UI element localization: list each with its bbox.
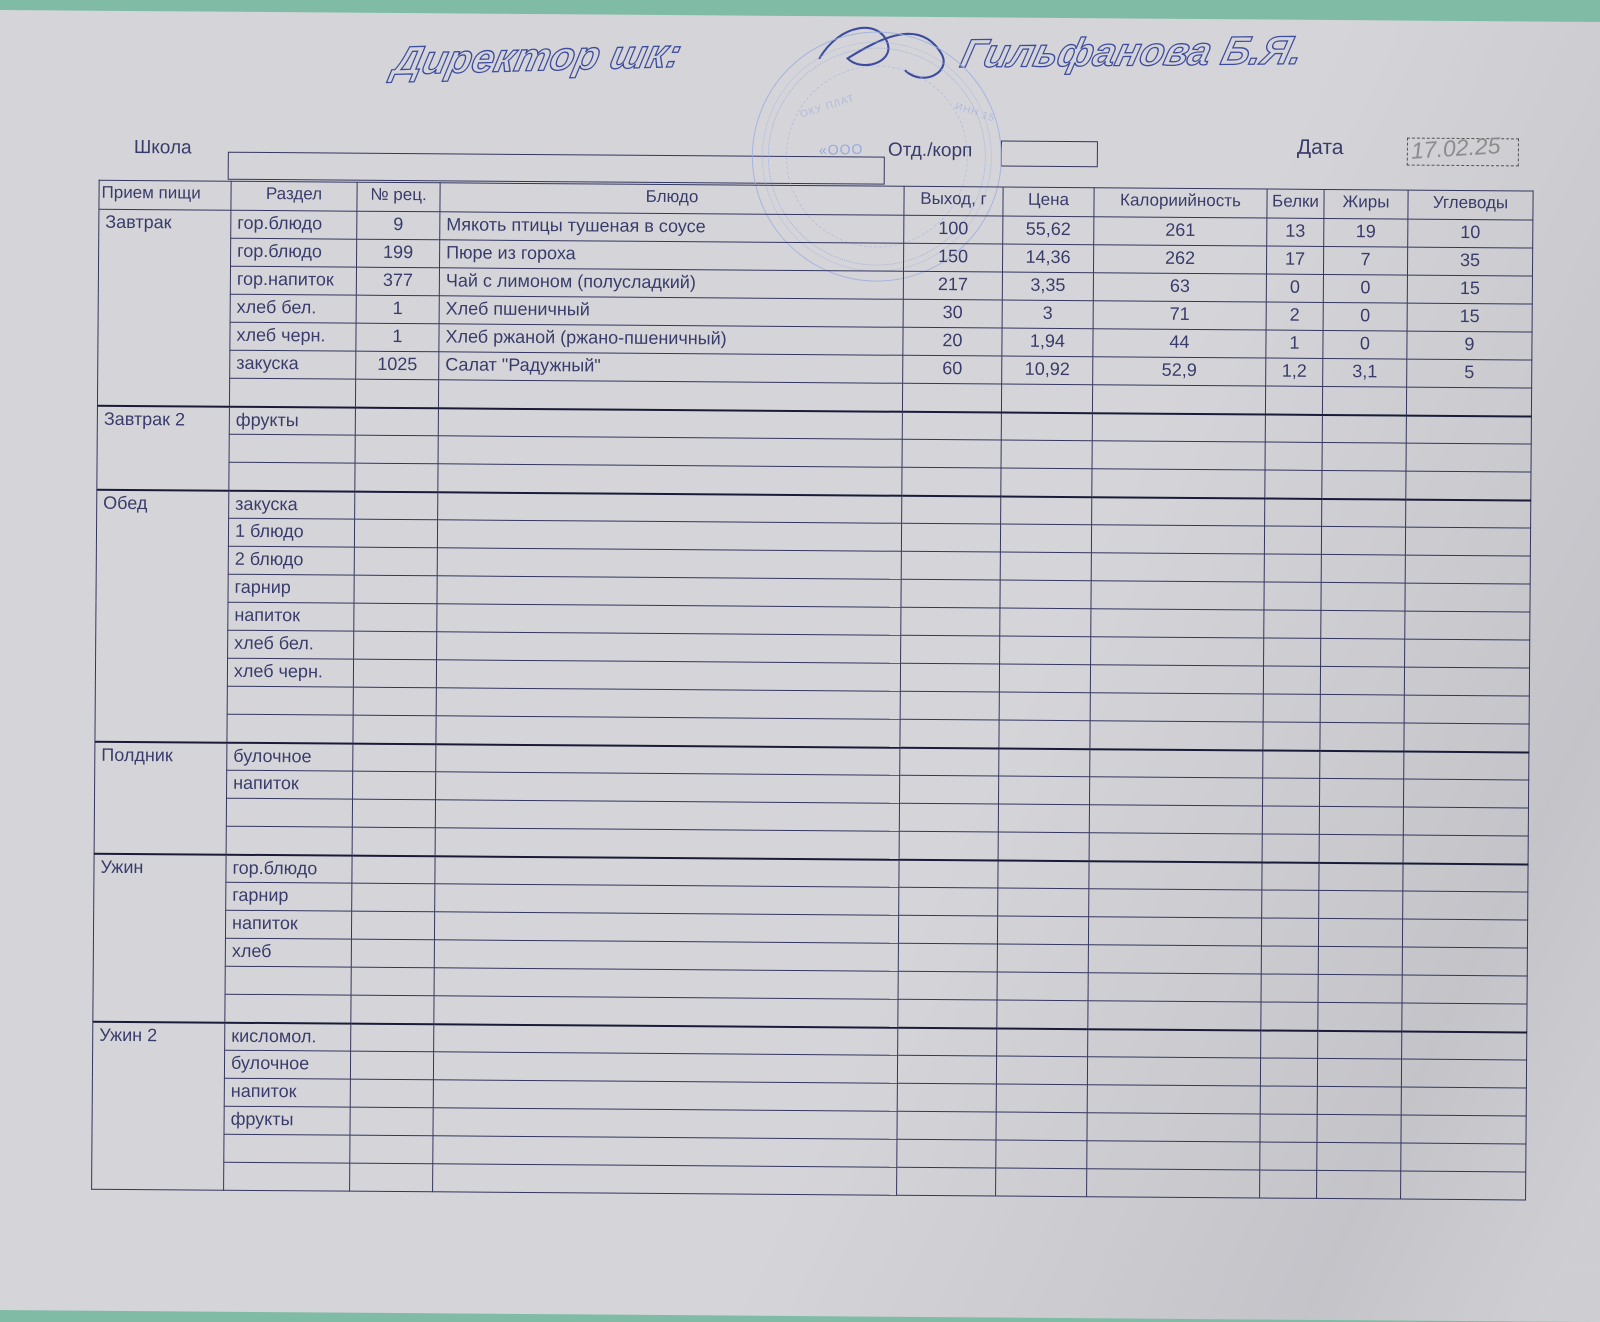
svg-text:Гильфанова Б.Я.: Гильфанова Б.Я. — [957, 27, 1308, 76]
svg-text:Директор шк:: Директор шк: — [386, 30, 686, 83]
